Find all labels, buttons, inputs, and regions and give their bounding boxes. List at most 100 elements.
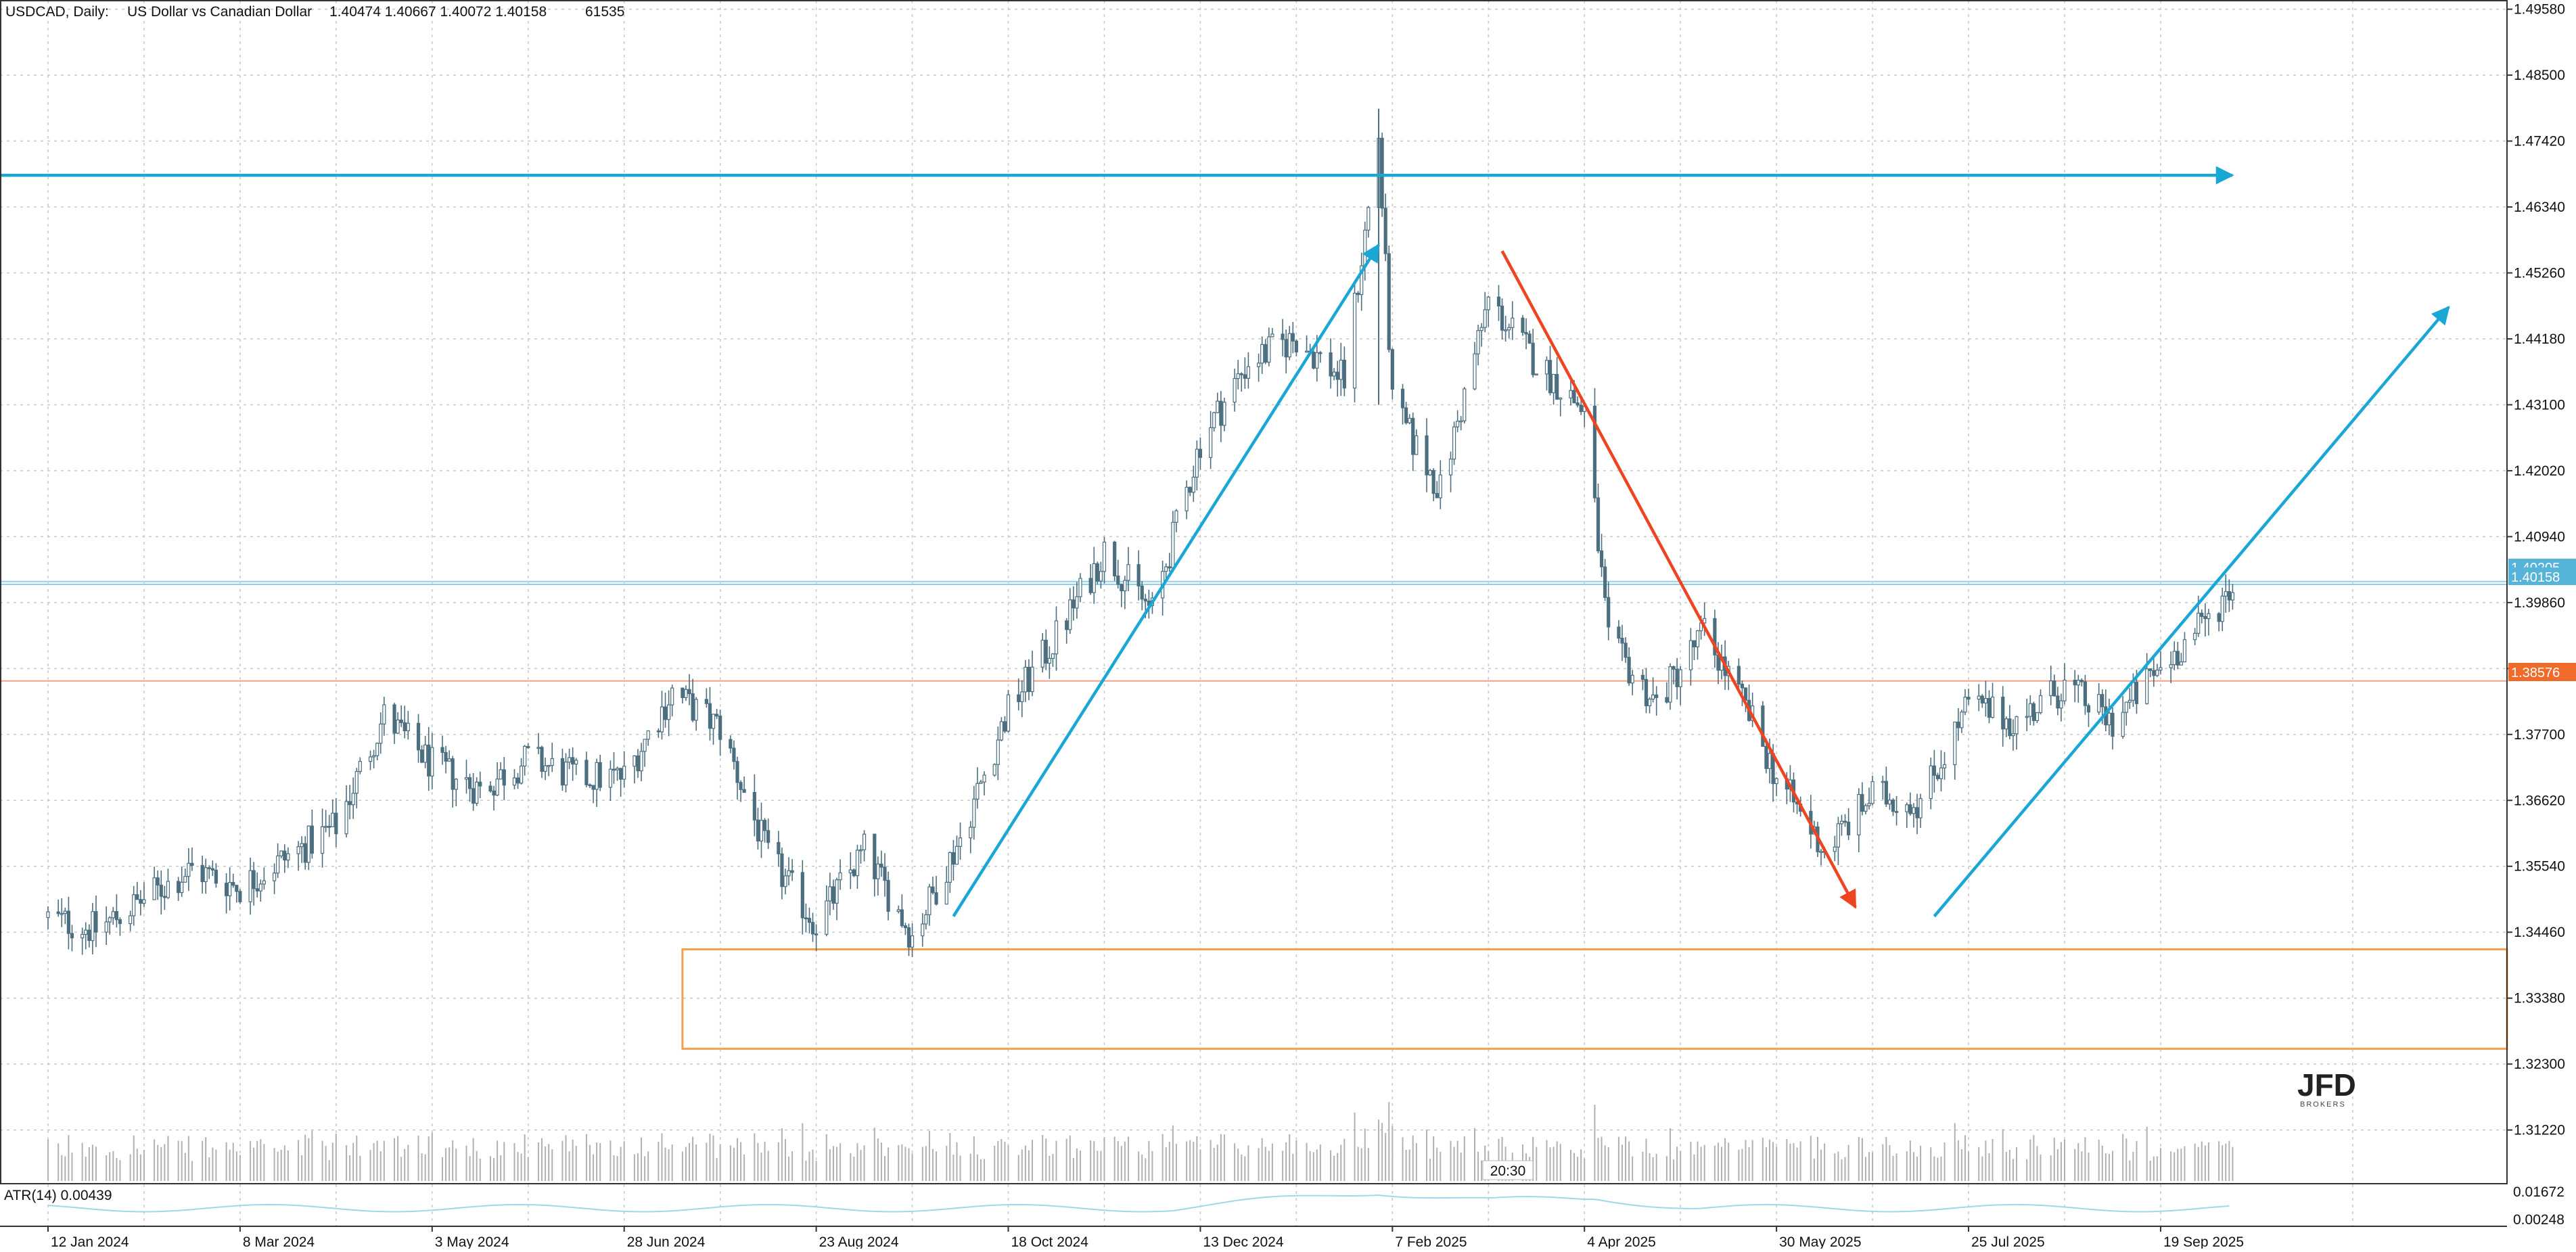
level-lines xyxy=(0,580,2507,682)
candle-body xyxy=(56,911,60,914)
time-tick-label: 23 Aug 2024 xyxy=(819,1234,899,1249)
candle-body xyxy=(2148,668,2153,671)
candle-body xyxy=(2207,613,2211,620)
time-tick-label: 3 May 2024 xyxy=(435,1234,509,1249)
candle-body xyxy=(1281,333,1285,340)
time-tick-label: 25 Jul 2025 xyxy=(1971,1234,2045,1249)
uptrend-arrow[interactable] xyxy=(952,243,1380,917)
candle-body xyxy=(694,699,698,721)
candle-body xyxy=(1078,578,1082,597)
candle-body xyxy=(1617,626,1621,639)
candle-body xyxy=(1136,564,1141,586)
candle-body xyxy=(104,921,108,933)
candle-body xyxy=(1736,666,1741,685)
candle-body xyxy=(1356,292,1360,296)
candle-body xyxy=(2217,613,2221,622)
candle-body xyxy=(848,869,852,874)
candle-body xyxy=(1209,427,1213,458)
candle-body xyxy=(1473,353,1477,390)
candle-body xyxy=(2049,680,2053,697)
candle-body xyxy=(84,929,88,935)
candle-body xyxy=(1291,333,1295,342)
candle-body xyxy=(2196,612,2201,634)
level-price-tag: 1.38576 xyxy=(2508,663,2576,681)
candle-body xyxy=(2059,700,2063,709)
candle-body xyxy=(536,747,540,749)
candle-body xyxy=(567,757,572,763)
candle-body xyxy=(1761,705,1765,747)
candle-body xyxy=(430,747,434,776)
candle-body xyxy=(1476,330,1480,354)
candle-body xyxy=(152,877,156,900)
candle-body xyxy=(1312,352,1316,369)
candle-body xyxy=(1483,309,1487,328)
candle-body xyxy=(427,744,431,776)
candle-body xyxy=(1329,352,1333,377)
candle-body xyxy=(1219,400,1223,426)
candle-body xyxy=(858,849,863,852)
candle-body xyxy=(612,768,616,771)
candle-body xyxy=(862,833,867,850)
candle-body xyxy=(1672,666,1676,670)
candle-body xyxy=(344,801,348,835)
candle-body xyxy=(906,927,911,948)
candle-body xyxy=(1887,799,1892,805)
candle-body xyxy=(1120,584,1124,592)
candle-body xyxy=(66,910,70,934)
candle-body xyxy=(1435,492,1439,499)
candle-body xyxy=(739,782,743,790)
candle-body xyxy=(228,882,232,896)
candle-body xyxy=(896,909,900,912)
candle-body xyxy=(1431,469,1435,494)
candle-body xyxy=(1438,474,1442,499)
candle-body xyxy=(351,793,355,806)
candle-body xyxy=(1963,697,1967,713)
candle-body xyxy=(1627,657,1631,684)
candle-body xyxy=(1688,640,1693,670)
candle-body xyxy=(1463,388,1467,421)
price-tick-label: 1.34460 xyxy=(2514,925,2565,940)
trend-arrows[interactable] xyxy=(0,166,2450,918)
uptrend-arrow[interactable] xyxy=(1933,305,2450,918)
candle-body xyxy=(1552,373,1556,394)
candle-body xyxy=(60,912,64,915)
time-axis[interactable]: 12 Jan 2024 8 Mar 2024 3 May 2024 28 Jun 20… xyxy=(47,1226,2244,1250)
candle-body xyxy=(619,768,623,780)
candle-body xyxy=(2145,668,2149,704)
time-tick-label: 4 Apr 2025 xyxy=(1587,1234,1656,1249)
candle-body xyxy=(1843,820,1847,823)
candle-body xyxy=(780,853,784,887)
candle-body xyxy=(982,774,986,783)
candle-body xyxy=(1531,342,1535,375)
candle-body xyxy=(111,911,115,919)
candle-body xyxy=(1939,767,1944,779)
candle-body xyxy=(979,781,983,784)
candle-body xyxy=(948,852,952,883)
candle-body xyxy=(2100,694,2104,708)
candle-body xyxy=(142,899,146,904)
candle-body xyxy=(1332,371,1336,377)
downtrend-arrow[interactable] xyxy=(1500,250,1857,909)
candle-body xyxy=(944,881,948,905)
candle-body xyxy=(1504,329,1508,331)
candle-body xyxy=(444,751,448,762)
candle-body xyxy=(235,885,239,892)
candle-body xyxy=(1054,620,1059,655)
candle-body xyxy=(279,850,283,857)
price-tick-label: 1.31220 xyxy=(2514,1123,2565,1138)
candle-body xyxy=(886,879,890,912)
candle-body xyxy=(488,785,492,792)
candle-body xyxy=(375,743,380,756)
candle-body xyxy=(1425,435,1429,476)
candle-body xyxy=(166,881,170,898)
candle-body xyxy=(320,826,325,854)
candle-body xyxy=(475,781,479,804)
candle-body xyxy=(464,777,469,780)
candle-body xyxy=(735,761,739,783)
price-tick-label: 1.45260 xyxy=(2514,265,2565,281)
candle-body xyxy=(2200,612,2204,618)
candle-body xyxy=(667,704,671,720)
candle-body xyxy=(646,730,650,740)
